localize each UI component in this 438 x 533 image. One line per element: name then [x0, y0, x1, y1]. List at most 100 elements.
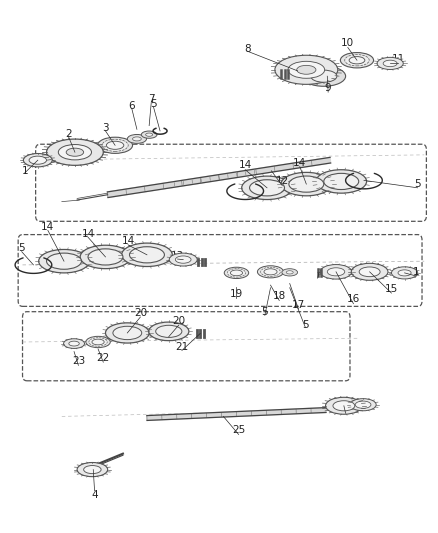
Ellipse shape [281, 172, 332, 196]
Ellipse shape [69, 341, 79, 346]
Ellipse shape [333, 401, 355, 411]
Ellipse shape [264, 269, 277, 275]
Ellipse shape [46, 139, 103, 165]
Text: 5: 5 [261, 306, 268, 317]
Text: 1: 1 [21, 166, 28, 176]
Text: 9: 9 [325, 83, 332, 93]
Text: 14: 14 [81, 229, 95, 239]
Ellipse shape [320, 264, 352, 279]
Ellipse shape [345, 54, 369, 66]
Ellipse shape [302, 66, 346, 86]
Text: 6: 6 [128, 101, 135, 111]
Ellipse shape [98, 137, 133, 154]
Ellipse shape [169, 253, 197, 266]
Ellipse shape [80, 245, 131, 269]
Ellipse shape [325, 397, 362, 414]
Text: 14: 14 [41, 222, 54, 232]
Ellipse shape [327, 268, 345, 276]
Ellipse shape [39, 249, 89, 273]
Ellipse shape [84, 465, 101, 474]
Ellipse shape [355, 401, 371, 408]
Ellipse shape [311, 70, 337, 82]
Ellipse shape [106, 323, 149, 343]
Text: 21: 21 [175, 342, 188, 352]
Text: 5: 5 [302, 320, 309, 330]
Ellipse shape [130, 247, 164, 263]
Ellipse shape [316, 169, 367, 193]
Ellipse shape [127, 134, 147, 143]
Text: 17: 17 [292, 300, 305, 310]
Ellipse shape [349, 56, 365, 64]
Ellipse shape [77, 463, 108, 477]
Ellipse shape [64, 339, 85, 349]
Ellipse shape [92, 339, 104, 345]
Text: 11: 11 [392, 54, 405, 64]
Ellipse shape [261, 267, 280, 277]
Ellipse shape [258, 266, 284, 278]
Ellipse shape [88, 249, 123, 265]
Text: 4: 4 [91, 490, 98, 500]
Ellipse shape [122, 243, 172, 266]
Ellipse shape [392, 267, 418, 279]
Ellipse shape [324, 173, 359, 190]
Ellipse shape [340, 53, 374, 68]
Ellipse shape [250, 180, 285, 196]
Text: 14: 14 [122, 236, 135, 246]
Ellipse shape [224, 267, 249, 279]
Text: 20: 20 [134, 308, 147, 318]
Ellipse shape [23, 154, 52, 167]
Ellipse shape [29, 156, 46, 164]
Text: 5: 5 [150, 99, 157, 109]
Ellipse shape [242, 176, 292, 199]
Text: 10: 10 [341, 38, 354, 48]
Polygon shape [107, 157, 331, 198]
Text: 15: 15 [385, 284, 398, 294]
Ellipse shape [288, 61, 325, 78]
Text: 19: 19 [230, 289, 243, 299]
Ellipse shape [66, 148, 84, 156]
Text: 14: 14 [239, 160, 252, 171]
Ellipse shape [58, 144, 92, 160]
Text: 14: 14 [293, 158, 307, 168]
Ellipse shape [113, 326, 142, 340]
Text: 2: 2 [65, 128, 72, 139]
Ellipse shape [227, 269, 246, 277]
Ellipse shape [149, 322, 189, 341]
Ellipse shape [377, 58, 403, 69]
Text: 22: 22 [97, 353, 110, 363]
Text: 3: 3 [102, 123, 109, 133]
Ellipse shape [133, 137, 141, 141]
Text: 8: 8 [244, 44, 251, 53]
Ellipse shape [297, 66, 316, 74]
Text: 24: 24 [339, 404, 352, 414]
Ellipse shape [289, 176, 324, 192]
Ellipse shape [350, 399, 376, 411]
Ellipse shape [230, 270, 243, 276]
Text: 16: 16 [347, 294, 360, 304]
Text: 5: 5 [18, 243, 25, 253]
Text: 1: 1 [413, 267, 420, 277]
Text: 13: 13 [171, 251, 184, 261]
Ellipse shape [286, 271, 293, 274]
Ellipse shape [359, 267, 380, 277]
Ellipse shape [146, 133, 152, 136]
Text: 5: 5 [414, 179, 421, 189]
Ellipse shape [141, 131, 157, 138]
Ellipse shape [175, 256, 191, 263]
Text: 25: 25 [232, 425, 245, 435]
Ellipse shape [102, 139, 128, 151]
Ellipse shape [275, 55, 338, 84]
Ellipse shape [46, 253, 81, 269]
Text: 23: 23 [72, 356, 85, 366]
Ellipse shape [86, 336, 110, 348]
Ellipse shape [282, 269, 297, 276]
Ellipse shape [383, 60, 397, 67]
Ellipse shape [106, 141, 124, 149]
Ellipse shape [398, 270, 411, 276]
Ellipse shape [89, 338, 107, 346]
Text: 12: 12 [276, 176, 289, 187]
Text: 18: 18 [272, 290, 286, 301]
Polygon shape [147, 408, 326, 421]
Text: 7: 7 [148, 94, 155, 104]
Text: 20: 20 [172, 316, 185, 326]
